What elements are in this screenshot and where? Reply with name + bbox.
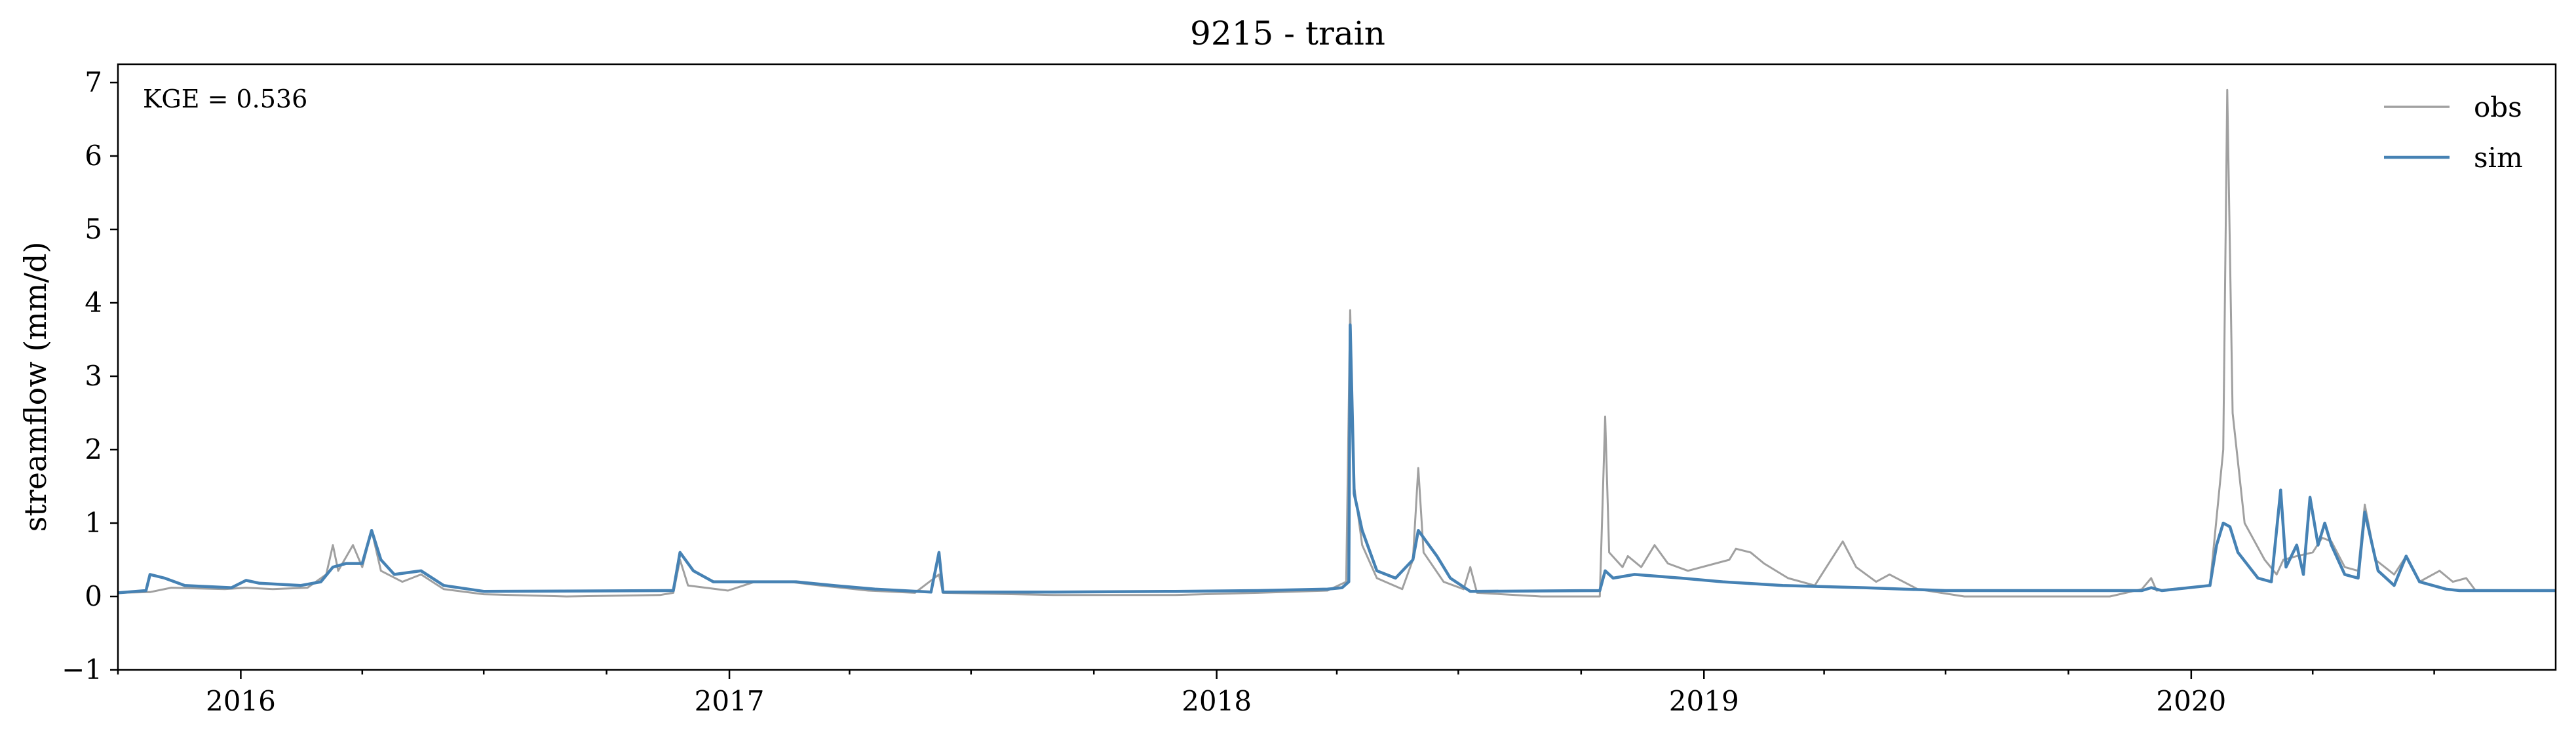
legend-label-obs: obs xyxy=(2474,91,2522,123)
y-axis-label: streamflow (mm/d) xyxy=(18,242,53,532)
legend-label-sim: sim xyxy=(2474,142,2523,174)
plot-series xyxy=(117,88,2556,598)
x-tick-label: 2019 xyxy=(1669,685,1739,717)
plot-frame xyxy=(117,63,2557,671)
axes-ticks: −1 0 1 2 3 4 5 6 7 2016 2017 2018 2019 2020 xyxy=(62,66,2435,717)
kge-annotation: KGE = 0.536 xyxy=(143,85,307,113)
x-tick-label: 2017 xyxy=(695,685,765,717)
chart-title: 9215 - train xyxy=(1190,14,1385,52)
y-tick-label: 3 xyxy=(85,360,102,392)
y-tick-label: 2 xyxy=(85,433,102,465)
legend: obs sim xyxy=(2384,91,2523,174)
y-tick-label: 5 xyxy=(85,213,102,245)
y-tick-label: 7 xyxy=(85,66,102,98)
x-tick-label: 2018 xyxy=(1182,685,1252,717)
y-tick-label: 6 xyxy=(85,140,102,172)
y-tick-label: 1 xyxy=(85,507,102,539)
series-line-sim xyxy=(117,323,2556,595)
y-tick-label: 4 xyxy=(85,286,102,319)
x-tick-label: 2020 xyxy=(2156,685,2226,717)
series-line-obs xyxy=(117,88,2556,598)
y-tick-label: 0 xyxy=(85,580,102,612)
x-tick-label: 2016 xyxy=(206,685,276,717)
y-tick-label: −1 xyxy=(62,654,102,686)
